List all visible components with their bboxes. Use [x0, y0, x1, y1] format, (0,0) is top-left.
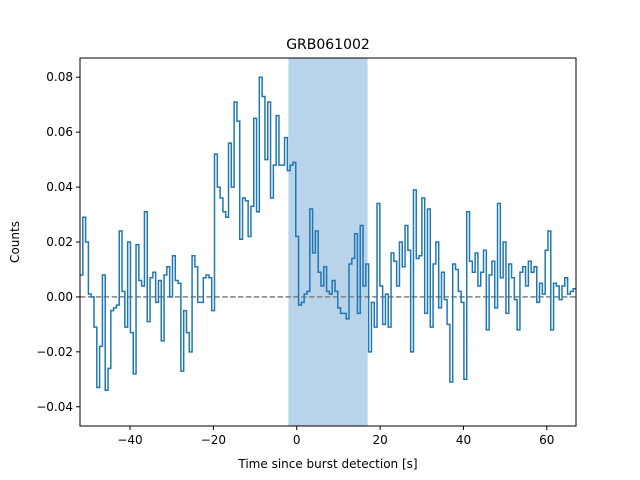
y-tick-label: 0.02 — [46, 235, 73, 249]
x-tick-label: 40 — [456, 433, 471, 447]
x-axis-label: Time since burst detection [s] — [237, 457, 417, 471]
plot-area — [80, 58, 576, 426]
y-tick-label: 0.06 — [46, 125, 73, 139]
x-tick-label: −20 — [201, 433, 226, 447]
y-tick-label: 0.08 — [46, 70, 73, 84]
y-tick-label: 0.04 — [46, 180, 73, 194]
y-tick-label: 0.00 — [46, 290, 73, 304]
burst-interval-band — [288, 58, 368, 426]
x-tick-label: 20 — [372, 433, 387, 447]
series-step-line-0 — [80, 76, 576, 392]
y-axis-label: Counts — [8, 221, 22, 263]
x-tick-label: −40 — [117, 433, 142, 447]
x-tick-label: 0 — [293, 433, 301, 447]
x-tick-label: 60 — [539, 433, 554, 447]
y-tick-label: −0.04 — [36, 400, 73, 414]
y-tick-label: −0.02 — [36, 345, 73, 359]
chart-title: GRB061002 — [286, 37, 370, 53]
